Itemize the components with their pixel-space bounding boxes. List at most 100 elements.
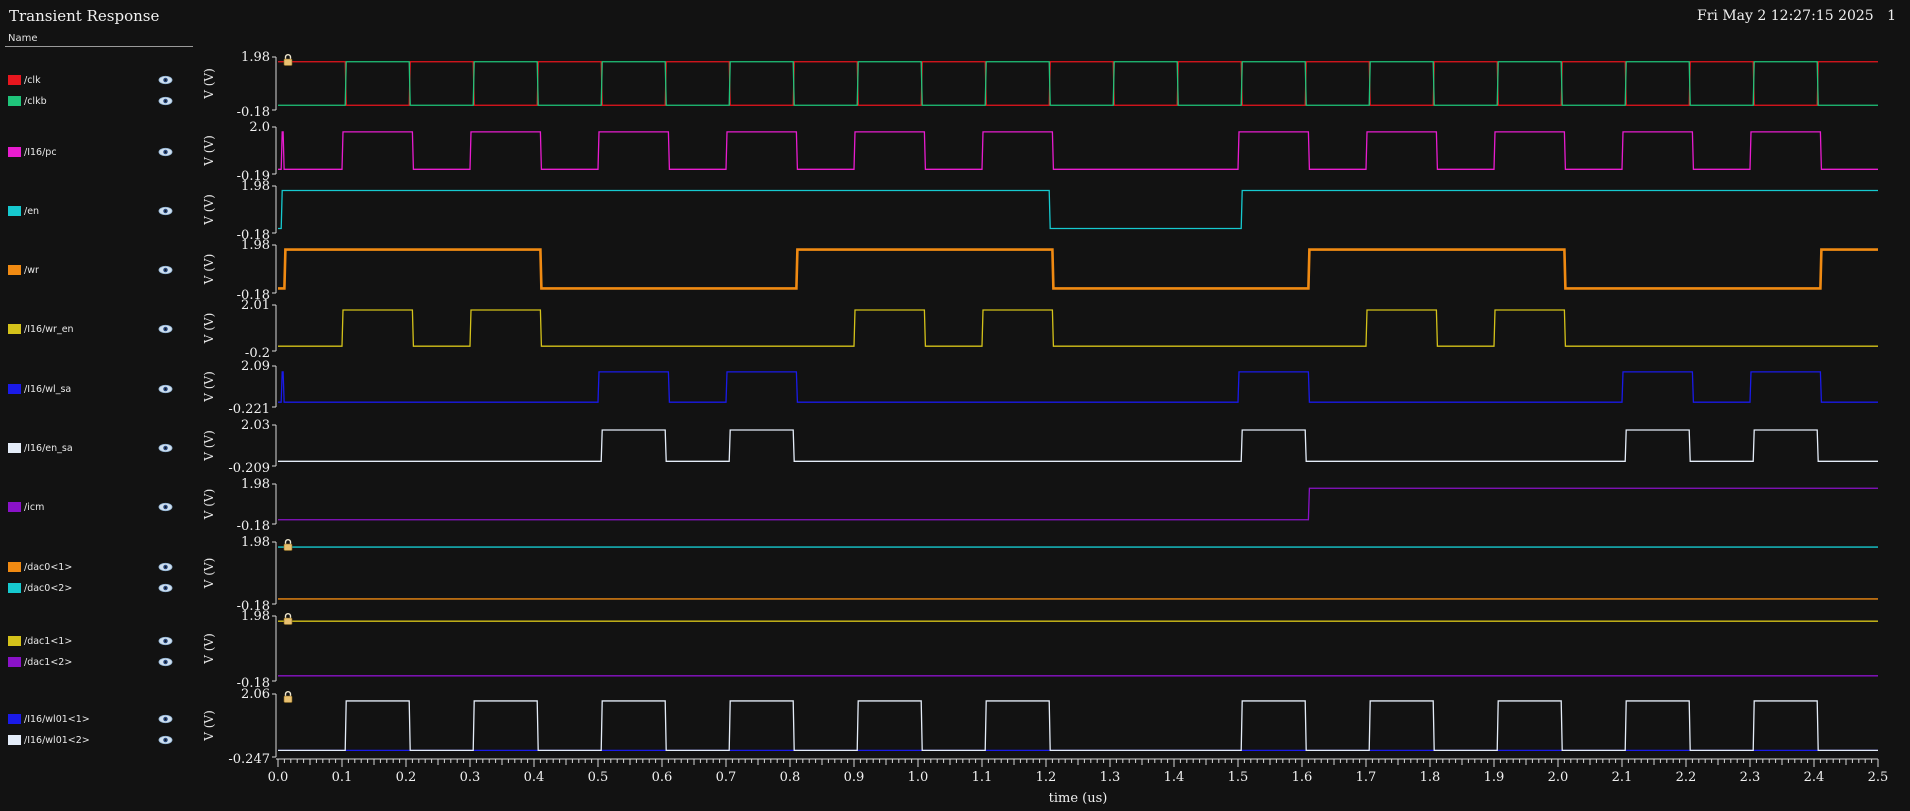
visibility-eye-icon[interactable] xyxy=(158,735,173,745)
y-min-label: -0.18 xyxy=(237,599,270,614)
legend-swatch xyxy=(8,75,21,85)
window-title: Transient Response xyxy=(9,7,160,25)
y-axis-label: V (V) xyxy=(202,68,216,100)
legend-item[interactable]: /I16/wl_sa xyxy=(8,382,71,396)
visibility-eye-icon[interactable] xyxy=(158,502,173,512)
panel-7[interactable]: 2.03 -0.209 V (V) xyxy=(202,418,1878,476)
x-tick-label: 0.3 xyxy=(460,770,481,785)
legend-item[interactable]: /I16/pc xyxy=(8,145,57,159)
visibility-eye-icon[interactable] xyxy=(158,384,173,394)
legend-label: /I16/wr_en xyxy=(24,323,74,335)
x-tick-label: 1.1 xyxy=(972,770,993,785)
x-tick-label: 0.2 xyxy=(396,770,417,785)
legend-label: /dac1<2> xyxy=(24,656,73,668)
visibility-eye-icon[interactable] xyxy=(158,96,173,106)
series-trace-i16-en-sa[interactable] xyxy=(278,429,1878,462)
x-tick-label: 0.1 xyxy=(332,770,353,785)
y-axis-label: V (V) xyxy=(202,135,216,167)
legend-item[interactable]: /I16/wl01<2> xyxy=(8,733,90,747)
y-min-label: -0.18 xyxy=(237,676,270,691)
visibility-eye-icon[interactable] xyxy=(158,75,173,85)
series-trace-icm[interactable] xyxy=(278,487,1878,521)
y-axis-label: V (V) xyxy=(202,371,216,403)
visibility-eye-icon[interactable] xyxy=(158,562,173,572)
y-axis-label: V (V) xyxy=(202,710,216,742)
y-max-label: 2.01 xyxy=(241,298,270,313)
lock-icon[interactable] xyxy=(283,54,293,66)
lock-icon[interactable] xyxy=(283,691,293,703)
series-trace-i16-wr-en[interactable] xyxy=(278,309,1878,347)
panel-9[interactable]: 1.98 -0.18 V (V) xyxy=(202,535,1878,614)
x-tick-label: 1.3 xyxy=(1100,770,1121,785)
y-axis-label: V (V) xyxy=(202,313,216,345)
legend-item[interactable]: /I16/en_sa xyxy=(8,441,73,455)
visibility-eye-icon[interactable] xyxy=(158,147,173,157)
visibility-eye-icon[interactable] xyxy=(158,265,173,275)
legend-item[interactable]: /dac1<1> xyxy=(8,634,72,648)
legend-item[interactable]: /clk xyxy=(8,73,41,87)
series-trace-en[interactable] xyxy=(278,189,1878,230)
visibility-eye-icon[interactable] xyxy=(158,657,173,667)
visibility-eye-icon[interactable] xyxy=(158,583,173,593)
panel-4[interactable]: 1.98 -0.18 V (V) xyxy=(202,238,1878,303)
panel-2[interactable]: 2.0 -0.19 V (V) xyxy=(202,120,1878,184)
panel-6[interactable]: 2.09 -0.221 V (V) xyxy=(202,359,1878,417)
series-trace-clkb[interactable] xyxy=(278,61,1878,106)
visibility-eye-icon[interactable] xyxy=(158,714,173,724)
legend-swatch xyxy=(8,147,21,157)
series-trace-clk[interactable] xyxy=(278,61,1878,106)
series-trace-wr[interactable] xyxy=(278,248,1878,290)
legend-label: /clkb xyxy=(24,95,47,107)
panel-1[interactable]: 1.98 -0.18 V (V) xyxy=(202,50,1878,120)
legend-item[interactable]: /I16/wr_en xyxy=(8,322,74,336)
panel-5[interactable]: 2.01 -0.2 V (V) xyxy=(202,298,1878,361)
y-axis-label: V (V) xyxy=(202,558,216,590)
series-trace-i16-wl-sa[interactable] xyxy=(278,371,1878,403)
series-trace-i16-pc[interactable] xyxy=(278,131,1878,170)
legend-label: /I16/wl01<1> xyxy=(24,713,90,725)
series-trace-i16-wl01-2[interactable] xyxy=(278,700,1878,752)
legend-item[interactable]: /dac0<2> xyxy=(8,581,72,595)
x-tick-label: 0.8 xyxy=(780,770,801,785)
legend-label: /I16/en_sa xyxy=(24,442,73,454)
legend-item[interactable]: /clkb xyxy=(8,94,47,108)
panel-8[interactable]: 1.98 -0.18 V (V) xyxy=(202,477,1878,534)
legend-item[interactable]: /en xyxy=(8,204,39,218)
legend-swatch xyxy=(8,735,21,745)
legend-item[interactable]: /dac0<1> xyxy=(8,560,72,574)
y-axis-label: V (V) xyxy=(202,633,216,665)
legend-label: /dac0<2> xyxy=(24,582,73,594)
legend-item[interactable]: /I16/wl01<1> xyxy=(8,712,90,726)
legend-item[interactable]: /dac1<2> xyxy=(8,655,72,669)
x-tick-label: 2.0 xyxy=(1548,770,1569,785)
x-tick-label: 0.7 xyxy=(716,770,737,785)
legend-label: /I16/pc xyxy=(24,146,57,158)
lock-icon[interactable] xyxy=(283,613,293,625)
visibility-eye-icon[interactable] xyxy=(158,206,173,216)
visibility-eye-icon[interactable] xyxy=(158,443,173,453)
x-tick-label: 0.5 xyxy=(588,770,609,785)
visibility-eye-icon[interactable] xyxy=(158,324,173,334)
y-max-label: 1.98 xyxy=(241,477,270,492)
panel-10[interactable]: 1.98 -0.18 V (V) xyxy=(202,609,1878,691)
y-min-label: -0.18 xyxy=(237,519,270,534)
x-tick-label: 0.4 xyxy=(524,770,545,785)
legend-item[interactable]: /wr xyxy=(8,263,39,277)
visibility-eye-icon[interactable] xyxy=(158,636,173,646)
y-axis-label: V (V) xyxy=(202,430,216,462)
panel-11[interactable]: 2.06 -0.247 V (V) xyxy=(202,687,1878,767)
x-tick-label: 1.0 xyxy=(908,770,929,785)
panel-3[interactable]: 1.98 -0.18 V (V) xyxy=(202,179,1878,243)
legend-item[interactable]: /icm xyxy=(8,500,44,514)
legend-label: /icm xyxy=(24,501,45,513)
y-max-label: 1.98 xyxy=(241,238,270,253)
legend-swatch xyxy=(8,384,21,394)
x-tick-label: 1.9 xyxy=(1484,770,1505,785)
legend-swatch xyxy=(8,714,21,724)
y-min-label: -0.19 xyxy=(237,169,270,184)
lock-icon[interactable] xyxy=(283,539,293,551)
legend-label: /en xyxy=(24,205,40,217)
x-tick-label: 0.6 xyxy=(652,770,673,785)
x-tick-label: 2.3 xyxy=(1740,770,1761,785)
